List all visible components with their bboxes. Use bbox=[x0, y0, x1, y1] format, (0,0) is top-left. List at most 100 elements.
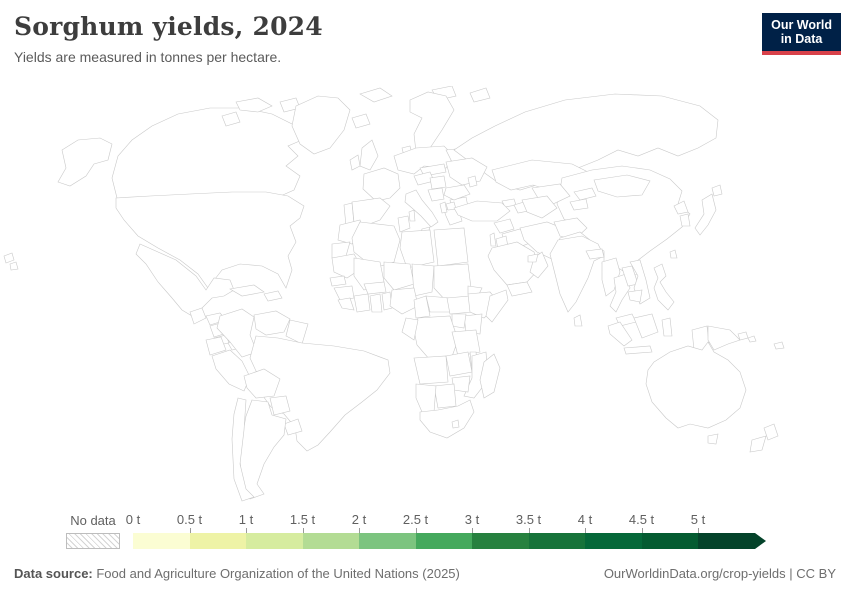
country-mexico[interactable] bbox=[135, 243, 235, 317]
country-bolivia[interactable] bbox=[243, 368, 281, 399]
country-papua-new-guinea[interactable] bbox=[707, 325, 749, 351]
country-somalia[interactable] bbox=[485, 289, 509, 323]
country-scandinavia[interactable] bbox=[409, 91, 455, 153]
country-mongolia[interactable] bbox=[593, 174, 651, 198]
owid-link[interactable]: OurWorldinData.org/crop-yields bbox=[603, 566, 786, 581]
country-turkey[interactable] bbox=[453, 200, 511, 222]
legend-tick-label: 4.5 t bbox=[628, 512, 655, 527]
country-libya[interactable] bbox=[399, 229, 435, 269]
country-burkina-faso[interactable] bbox=[363, 281, 387, 295]
country-hungary[interactable] bbox=[429, 175, 447, 190]
country-botswana[interactable] bbox=[433, 383, 457, 409]
country-japan[interactable] bbox=[694, 184, 723, 236]
country-greenland[interactable] bbox=[291, 95, 351, 155]
country-guatemala[interactable] bbox=[189, 307, 207, 325]
country-vietnam[interactable] bbox=[629, 259, 651, 305]
legend-segment[interactable]: 0.5 t bbox=[177, 512, 246, 549]
country-congo-gabon[interactable] bbox=[401, 317, 419, 341]
country-cuba[interactable] bbox=[229, 284, 265, 297]
legend-segment[interactable]: 5 t bbox=[691, 512, 755, 549]
country-argentina[interactable] bbox=[239, 399, 287, 500]
country-united-states-alaska[interactable] bbox=[57, 137, 113, 187]
country-madagascar[interactable] bbox=[479, 353, 501, 399]
country-zambia[interactable] bbox=[445, 351, 473, 377]
country-tajikistan[interactable] bbox=[569, 198, 589, 211]
country-australia[interactable] bbox=[645, 341, 747, 445]
country-niger[interactable] bbox=[383, 261, 415, 291]
legend-segment[interactable]: 2 t bbox=[352, 512, 416, 549]
country-italy[interactable] bbox=[404, 189, 439, 234]
country-france[interactable] bbox=[362, 167, 401, 202]
country-ghana[interactable] bbox=[369, 293, 383, 313]
country-hispaniola[interactable] bbox=[263, 290, 283, 302]
country-senegal[interactable] bbox=[329, 275, 347, 287]
owid-logo[interactable]: Our World in Data bbox=[762, 13, 841, 55]
country-south-korea[interactable] bbox=[679, 213, 691, 227]
country-syria[interactable] bbox=[493, 218, 515, 234]
country-iceland[interactable] bbox=[351, 113, 371, 129]
country-sierra-leone[interactable] bbox=[337, 297, 355, 311]
country-kyrgyzstan[interactable] bbox=[573, 187, 597, 201]
country-solomon-islands[interactable] bbox=[747, 335, 757, 343]
country-uruguay[interactable] bbox=[283, 418, 303, 436]
country-romania[interactable] bbox=[443, 184, 471, 201]
legend-segment[interactable]: 3 t bbox=[465, 512, 529, 549]
country-togo-benin[interactable] bbox=[381, 291, 393, 311]
legend-tick bbox=[246, 528, 247, 533]
country-cameroon[interactable] bbox=[413, 295, 431, 319]
country-serbia[interactable] bbox=[427, 187, 445, 202]
country-paraguay[interactable] bbox=[269, 395, 291, 416]
legend-segment[interactable]: 4.5 t bbox=[629, 512, 698, 549]
country-fiji[interactable] bbox=[773, 341, 785, 350]
country-uae[interactable] bbox=[527, 253, 539, 263]
legend-tick-label: 5 t bbox=[690, 512, 706, 527]
country-venezuela[interactable] bbox=[253, 310, 291, 336]
country-chile[interactable] bbox=[231, 397, 255, 502]
legend-segment[interactable]: 1 t bbox=[239, 512, 303, 549]
country-india[interactable] bbox=[549, 235, 605, 313]
country-ecuador[interactable] bbox=[205, 336, 227, 356]
country-nepal[interactable] bbox=[585, 248, 605, 260]
legend-segment[interactable]: 0 t bbox=[126, 512, 190, 549]
country-tunisia[interactable] bbox=[397, 215, 411, 233]
no-data-swatch[interactable] bbox=[66, 533, 120, 549]
country-kenya[interactable] bbox=[463, 313, 483, 335]
country-yemen[interactable] bbox=[506, 281, 533, 297]
country-turkmenistan[interactable] bbox=[521, 195, 558, 219]
legend-segment[interactable]: 4 t bbox=[578, 512, 642, 549]
country-moldova[interactable] bbox=[467, 175, 478, 188]
country-cambodia[interactable] bbox=[627, 289, 643, 303]
legend-segment[interactable]: 1.5 t bbox=[290, 512, 359, 549]
country-tanzania[interactable] bbox=[451, 329, 481, 357]
country-united-states-hawaii[interactable] bbox=[3, 252, 19, 271]
country-namibia[interactable] bbox=[415, 383, 437, 413]
country-angola[interactable] bbox=[413, 355, 449, 385]
country-lesotho[interactable] bbox=[451, 419, 460, 429]
country-taiwan[interactable] bbox=[669, 249, 678, 259]
country-israel[interactable] bbox=[489, 232, 497, 247]
license-label[interactable]: CC BY bbox=[796, 566, 836, 581]
country-ireland[interactable] bbox=[349, 154, 361, 171]
world-map[interactable] bbox=[0, 86, 850, 508]
legend-segment[interactable]: 2.5 t bbox=[403, 512, 472, 549]
country-chad[interactable] bbox=[411, 263, 435, 297]
country-uganda[interactable] bbox=[451, 313, 467, 329]
country-philippines[interactable] bbox=[653, 263, 675, 311]
legend-segment[interactable]: 3.5 t bbox=[516, 512, 585, 549]
country-sri-lanka[interactable] bbox=[573, 314, 583, 327]
country-egypt[interactable] bbox=[433, 227, 469, 267]
legend-colorbar[interactable]: 0 t 0.5 t 1 t 1.5 t 2 t 2.5 t 3 t 3.5 t 4 t 4.5 t… bbox=[126, 512, 755, 549]
country-nigeria[interactable] bbox=[389, 287, 419, 315]
owid-logo-line1: Our World bbox=[771, 18, 832, 32]
country-north-korea[interactable] bbox=[673, 200, 689, 215]
country-canada[interactable] bbox=[111, 107, 303, 207]
country-ivory-coast[interactable] bbox=[353, 293, 371, 313]
country-united-states[interactable] bbox=[115, 191, 305, 289]
country-albania[interactable] bbox=[439, 201, 448, 214]
country-united-kingdom[interactable] bbox=[359, 139, 379, 171]
country-south-africa[interactable] bbox=[419, 399, 475, 439]
country-guinea[interactable] bbox=[333, 285, 355, 301]
country-ukraine[interactable] bbox=[445, 157, 488, 186]
country-myanmar[interactable] bbox=[601, 257, 621, 297]
country-new-zealand[interactable] bbox=[749, 423, 779, 453]
